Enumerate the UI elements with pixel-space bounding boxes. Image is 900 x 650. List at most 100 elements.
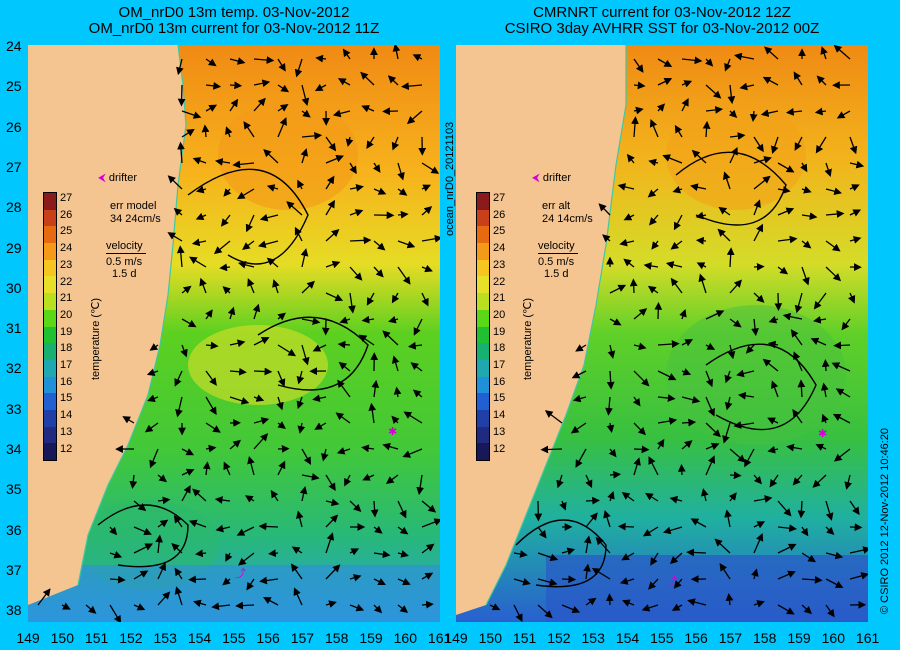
current-arrow bbox=[277, 344, 297, 357]
left-title: OM_nrD0 13m temp. 03-Nov-2012 OM_nrD0 13… bbox=[88, 4, 380, 37]
current-arrow bbox=[133, 543, 154, 554]
colorbar-label: 18 bbox=[493, 342, 506, 355]
drifter-marker[interactable]: ✱ bbox=[818, 428, 827, 440]
current-arrow bbox=[835, 388, 851, 398]
current-arrow bbox=[801, 552, 816, 563]
longitude-label: 160 bbox=[393, 630, 417, 646]
current-arrow bbox=[253, 56, 275, 64]
colorbar-swatch bbox=[44, 376, 56, 394]
current-arrow bbox=[325, 136, 337, 152]
current-arrow bbox=[705, 370, 714, 388]
current-arrow bbox=[812, 474, 827, 488]
drifter-marker[interactable]: ⤴ bbox=[235, 566, 246, 580]
right-colorbar bbox=[476, 192, 490, 461]
current-arrow bbox=[623, 213, 635, 221]
current-arrow bbox=[199, 277, 207, 294]
current-arrow bbox=[176, 245, 185, 268]
current-arrow bbox=[657, 58, 673, 68]
colorbar-label: 13 bbox=[493, 425, 506, 438]
current-arrow bbox=[205, 396, 217, 416]
current-arrow bbox=[262, 596, 279, 606]
current-arrow bbox=[764, 46, 779, 60]
current-arrow bbox=[397, 577, 411, 586]
current-arrow bbox=[744, 448, 755, 468]
current-arrow bbox=[421, 234, 440, 243]
current-arrow bbox=[312, 344, 327, 352]
current-arrow bbox=[253, 394, 265, 402]
current-arrow bbox=[575, 344, 587, 352]
current-arrow bbox=[301, 473, 320, 481]
current-arrow bbox=[833, 341, 851, 350]
current-arrow bbox=[825, 551, 844, 560]
current-arrow bbox=[325, 532, 335, 554]
longitude-label: 154 bbox=[615, 630, 640, 646]
current-arrow bbox=[181, 128, 195, 138]
longitude-label: 155 bbox=[650, 630, 674, 646]
colorbar-label: 27 bbox=[60, 192, 73, 204]
current-arrow bbox=[253, 367, 273, 376]
current-arrow bbox=[537, 604, 553, 619]
current-arrow bbox=[648, 456, 659, 476]
current-arrow bbox=[649, 118, 659, 138]
colorbar-label: 12 bbox=[60, 442, 73, 455]
current-arrow bbox=[401, 82, 423, 91]
current-arrow bbox=[816, 75, 827, 86]
current-arrow bbox=[623, 258, 635, 268]
current-arrow bbox=[717, 228, 731, 242]
latitude-label: 36 bbox=[6, 521, 22, 538]
left-error-label: err model 34 24cm/s bbox=[110, 200, 161, 225]
current-arrow bbox=[691, 149, 707, 164]
current-arrow bbox=[373, 604, 383, 614]
current-arrow bbox=[277, 370, 286, 387]
drifter-marker[interactable]: ✱ bbox=[388, 426, 397, 438]
current-arrow bbox=[61, 602, 71, 610]
left-map-panel[interactable]: ⤴ ✱ bbox=[28, 45, 440, 622]
drifter-marker[interactable]: ⤴ bbox=[666, 574, 677, 588]
current-arrow bbox=[681, 368, 692, 376]
colorbar-swatch bbox=[477, 326, 489, 344]
current-arrow bbox=[349, 604, 365, 612]
current-arrow bbox=[670, 277, 683, 294]
current-arrow bbox=[725, 593, 734, 606]
current-arrow bbox=[801, 186, 812, 194]
colorbar-label: 19 bbox=[60, 325, 73, 338]
current-arrow bbox=[665, 261, 683, 269]
current-arrow bbox=[109, 604, 122, 622]
current-arrow bbox=[833, 45, 851, 60]
current-arrow bbox=[698, 273, 707, 294]
current-arrow bbox=[777, 162, 795, 173]
colorbar-label: 14 bbox=[493, 409, 506, 422]
current-arrow bbox=[767, 445, 779, 454]
current-arrow bbox=[702, 120, 711, 138]
current-arrow bbox=[301, 131, 323, 140]
current-arrow bbox=[810, 337, 827, 346]
current-arrow bbox=[253, 417, 270, 425]
current-arrow bbox=[825, 240, 841, 252]
current-arrow bbox=[270, 489, 279, 502]
current-arrow bbox=[690, 183, 707, 192]
current-arrow bbox=[849, 160, 865, 169]
current-arrow bbox=[815, 443, 827, 451]
current-arrow bbox=[349, 574, 362, 582]
current-arrow bbox=[751, 568, 759, 580]
longitude-label: 154 bbox=[187, 630, 212, 646]
current-arrow bbox=[633, 445, 650, 454]
current-arrow bbox=[259, 213, 279, 222]
current-arrow bbox=[801, 266, 810, 286]
current-arrow bbox=[849, 209, 862, 217]
current-arrow bbox=[753, 533, 764, 554]
current-arrow bbox=[335, 412, 351, 424]
current-arrow bbox=[831, 362, 851, 372]
current-arrow bbox=[513, 550, 528, 558]
current-arrow bbox=[785, 108, 803, 116]
current-arrow bbox=[155, 534, 163, 554]
left-current-vectors bbox=[37, 45, 440, 622]
current-arrow bbox=[606, 422, 615, 433]
current-arrow bbox=[391, 292, 400, 304]
current-arrow bbox=[337, 340, 351, 349]
current-arrow bbox=[633, 457, 641, 476]
right-map-panel[interactable]: ⤴ ✱ bbox=[456, 45, 868, 622]
current-arrow bbox=[245, 214, 255, 233]
current-arrow bbox=[657, 340, 680, 348]
current-arrow bbox=[296, 396, 305, 410]
